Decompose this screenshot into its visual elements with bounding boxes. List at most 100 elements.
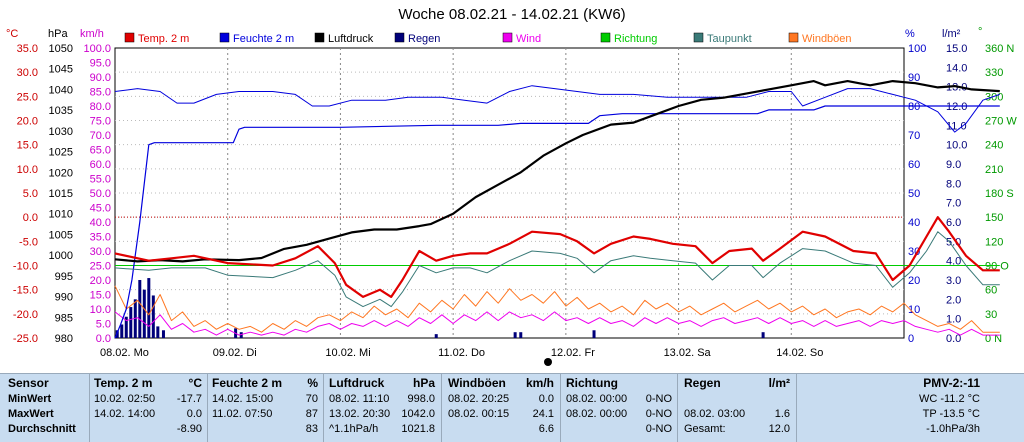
wind-tick-label: 0.0: [96, 333, 111, 345]
humidity-tick-label: 0: [908, 333, 914, 345]
wind-tick-label: 50.0: [90, 188, 111, 200]
stats-direction-min-time: 08.02. 00:00: [566, 393, 628, 405]
legend-label: Taupunkt: [707, 33, 752, 45]
stats-pressure-max-time: 13.02. 20:30: [329, 408, 391, 420]
temp-tick-label: 20.0: [17, 116, 38, 128]
rain-tick-label: 1.0: [946, 314, 961, 326]
stats-gust-unit: km/h: [525, 376, 554, 390]
direction-tick-label: 240: [985, 140, 1003, 152]
series-regen: [114, 105, 1000, 339]
rain-bar: [592, 330, 596, 338]
stats-pmv-dewpoint: TP -13.5 °C: [922, 408, 980, 420]
stats-rain-header: Regen: [684, 376, 721, 390]
stats-pressure-unit: hPa: [412, 376, 435, 390]
temp-tick-label: -25.0: [13, 333, 38, 345]
stats-pressure-header: Luftdruck: [329, 376, 385, 390]
stats-humidity-min-value: 70: [305, 393, 318, 405]
legend-item: Feuchte 2 m: [219, 32, 294, 45]
humidity-tick-label: 70: [908, 130, 920, 142]
weather-chart: Woche 08.02.21 - 14.02.21 (KW6) °C hPa k…: [6, 6, 1018, 366]
humidity-tick-label: 20: [908, 275, 920, 287]
direction-tick-label: 300: [985, 91, 1003, 103]
stats-gust-min-time: 08.02. 20:25: [448, 393, 510, 405]
wind-tick-label: 95.0: [90, 58, 111, 70]
direction-tick-label: 120: [985, 236, 1003, 248]
pressure-tick-label: 1030: [49, 126, 73, 138]
rain-tick-label: 13.0: [946, 82, 967, 94]
direction-tick-label: 270 W: [985, 116, 1017, 128]
series-wind: [114, 311, 1000, 336]
legend-label: Temp. 2 m: [138, 33, 189, 45]
rain-tick-label: 15.0: [946, 43, 967, 55]
legend-label: Richtung: [614, 33, 657, 45]
rain-bar: [115, 330, 119, 338]
humidity-tick-label: 10: [908, 304, 920, 316]
day-label: 12.02. Fr: [551, 347, 595, 359]
wind-tick-label: 20.0: [90, 275, 111, 287]
stats-temp-header: Temp. 2 m: [94, 376, 153, 390]
rain-tick-label: 3.0: [946, 275, 961, 287]
stats-direction-max-value: 0-NO: [645, 408, 672, 420]
stats-direction-max-time: 08.02. 00:00: [566, 408, 628, 420]
humidity-tick-label: 40: [908, 217, 920, 229]
stats-direction-column: Richtung 08.02. 00:00 0-NO 08.02. 00:00 …: [566, 374, 672, 442]
direction-tick-label: 180 S: [985, 188, 1014, 200]
direction-unit-label: °: [978, 26, 982, 38]
stats-gust-header: Windböen: [448, 376, 506, 390]
wind-tick-label: 100.0: [83, 43, 111, 55]
rain-tick-label: 2.0: [946, 294, 961, 306]
stats-pressure-min-value: 998.0: [407, 393, 435, 405]
stats-direction-header: Richtung: [566, 376, 618, 390]
humidity-tick-label: 30: [908, 246, 920, 258]
rain-bar: [138, 280, 142, 338]
temp-tick-label: 5.0: [23, 188, 38, 200]
stats-max-label: MaxWert: [8, 408, 54, 420]
wind-tick-label: 60.0: [90, 159, 111, 171]
legend-swatch: [124, 32, 135, 43]
chart-title: Woche 08.02.21 - 14.02.21 (KW6): [398, 6, 625, 23]
wind-tick-label: 40.0: [90, 217, 111, 229]
day-labels: 08.02. Mo 09.02. Di 10.02. Mi 11.02. Do 12.0…: [100, 347, 823, 359]
day-label: 13.02. Sa: [664, 347, 712, 359]
stats-min-label: MinWert: [8, 393, 52, 405]
legend-item: Wind: [502, 32, 541, 45]
legend-item: Richtung: [600, 32, 657, 45]
temp-tick-label: 30.0: [17, 67, 38, 79]
stats-pressure-avg-value: 1021.8: [401, 423, 435, 435]
wind-tick-label: 65.0: [90, 145, 111, 157]
stats-temp-avg-value: -8.90: [176, 423, 202, 435]
rain-bar: [151, 295, 155, 338]
temp-tick-label: -10.0: [13, 261, 38, 273]
day-label: 09.02. Di: [213, 347, 257, 359]
rain-bar: [156, 326, 160, 338]
legend-item: Luftdruck: [314, 32, 374, 45]
rain-bar: [513, 332, 517, 338]
rain-tick-label: 4.0: [946, 256, 961, 268]
rain-bar: [239, 332, 243, 338]
direction-tick-label: 210: [985, 164, 1003, 176]
stats-direction-avg-value: 0-NO: [645, 423, 672, 435]
temp-tick-label: 35.0: [17, 43, 38, 55]
wind-tick-label: 5.0: [96, 319, 111, 331]
legend: Temp. 2 m Feuchte 2 m Luftdruck Regen Wind Ri…: [124, 32, 852, 45]
wind-tick-label: 10.0: [90, 304, 111, 316]
stats-temp-max-value: 0.0: [186, 408, 202, 420]
pressure-tick-label: 1035: [49, 105, 73, 117]
left-axes: -25.0 -20.0 -15.0 -10.0 -5.0 0.0 5.0 10.0 15.0 20…: [13, 43, 111, 345]
stats-gust-max-value: 24.1: [532, 408, 554, 420]
wind-tick-label: 15.0: [90, 290, 111, 302]
stats-rain-unit: l/m²: [768, 376, 790, 390]
stats-humidity-column: Feuchte 2 m % 14.02. 15:00 70 11.02. 07:…: [212, 374, 318, 442]
rain-bar: [519, 332, 523, 338]
day-label: 10.02. Mi: [325, 347, 370, 359]
stats-gust-max-time: 08.02. 00:15: [448, 408, 510, 420]
legend-label: Regen: [408, 33, 440, 45]
wind-tick-label: 75.0: [90, 116, 111, 128]
temp-tick-label: 0.0: [23, 212, 38, 224]
legend-item: Regen: [394, 32, 440, 45]
humidity-tick-label: 100: [908, 43, 926, 55]
legend-item: Windböen: [788, 32, 852, 45]
wind-tick-label: 25.0: [90, 261, 111, 273]
stats-humidity-min-time: 14.02. 15:00: [212, 393, 274, 405]
